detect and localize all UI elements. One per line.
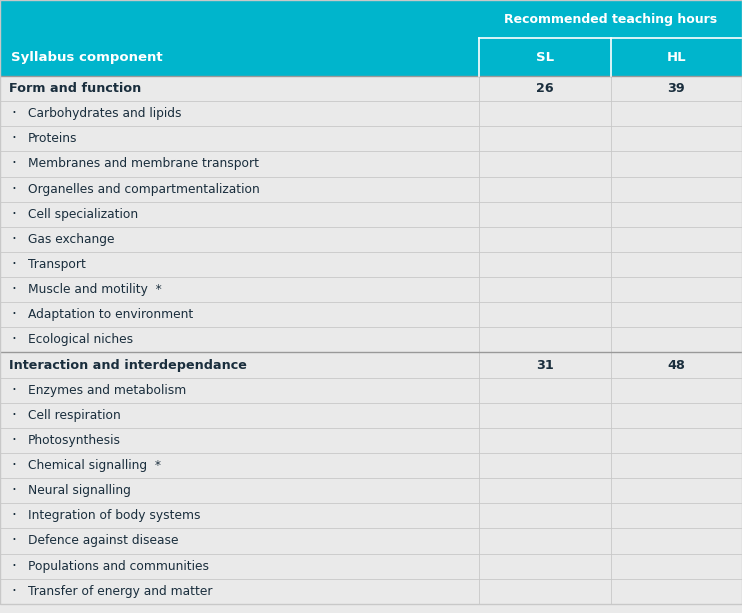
Text: Defence against disease: Defence against disease	[28, 535, 179, 547]
Bar	[0, 503, 742, 528]
Text: Membranes and membrane transport: Membranes and membrane transport	[28, 158, 259, 170]
Text: ·: ·	[12, 106, 17, 121]
Text: Recommended teaching hours: Recommended teaching hours	[504, 12, 717, 26]
Bar	[0, 0, 742, 38]
Bar	[0, 101, 742, 126]
Bar	[0, 378, 742, 403]
Text: Enzymes and metabolism: Enzymes and metabolism	[28, 384, 186, 397]
Text: Photosynthesis: Photosynthesis	[28, 434, 121, 447]
Bar	[0, 227, 742, 252]
Bar	[0, 38, 742, 76]
Text: Organelles and compartmentalization: Organelles and compartmentalization	[28, 183, 260, 196]
Text: Form and function: Form and function	[9, 82, 141, 95]
Bar	[0, 428, 742, 453]
Text: ·: ·	[12, 533, 17, 549]
Bar	[0, 403, 742, 428]
Text: ·: ·	[12, 181, 17, 197]
Text: ·: ·	[12, 232, 17, 247]
Text: Chemical signalling  *: Chemical signalling *	[28, 459, 161, 472]
Bar	[0, 177, 742, 202]
Text: SL: SL	[536, 50, 554, 64]
Text: ·: ·	[12, 408, 17, 423]
Text: 39: 39	[668, 82, 685, 95]
Text: 48: 48	[667, 359, 686, 371]
Text: HL: HL	[666, 50, 686, 64]
Text: Cell specialization: Cell specialization	[28, 208, 138, 221]
Text: ·: ·	[12, 483, 17, 498]
Text: ·: ·	[12, 282, 17, 297]
Text: ·: ·	[12, 257, 17, 272]
Bar	[0, 202, 742, 227]
Text: Ecological niches: Ecological niches	[28, 333, 134, 346]
Text: ·: ·	[12, 558, 17, 574]
Bar	[0, 579, 742, 604]
Bar	[0, 478, 742, 503]
Bar	[0, 277, 742, 302]
Text: Transport: Transport	[28, 258, 86, 271]
Text: Interaction and interdependance: Interaction and interdependance	[9, 359, 247, 371]
Bar	[0, 453, 742, 478]
Text: ·: ·	[12, 584, 17, 599]
Text: ·: ·	[12, 508, 17, 524]
Text: 31: 31	[536, 359, 554, 371]
Bar	[0, 554, 742, 579]
Text: Adaptation to environment: Adaptation to environment	[28, 308, 194, 321]
Text: Proteins: Proteins	[28, 132, 78, 145]
Bar	[0, 528, 742, 554]
Bar	[0, 327, 742, 352]
Text: 26: 26	[536, 82, 554, 95]
Text: Populations and communities: Populations and communities	[28, 560, 209, 573]
Text: Muscle and motility  *: Muscle and motility *	[28, 283, 162, 296]
Text: ·: ·	[12, 207, 17, 222]
Text: Gas exchange: Gas exchange	[28, 233, 115, 246]
Text: Carbohydrates and lipids: Carbohydrates and lipids	[28, 107, 182, 120]
Text: ·: ·	[12, 433, 17, 448]
Bar	[0, 126, 742, 151]
Text: Neural signalling: Neural signalling	[28, 484, 131, 497]
Text: ·: ·	[12, 131, 17, 147]
Text: ·: ·	[12, 307, 17, 322]
Bar	[0, 302, 742, 327]
Text: Cell respiration: Cell respiration	[28, 409, 121, 422]
Bar	[0, 151, 742, 177]
Text: ·: ·	[12, 332, 17, 348]
Text: Syllabus component: Syllabus component	[11, 50, 162, 64]
Text: Transfer of energy and matter: Transfer of energy and matter	[28, 585, 213, 598]
Text: ·: ·	[12, 458, 17, 473]
Text: ·: ·	[12, 383, 17, 398]
Bar	[0, 76, 742, 101]
Text: Integration of body systems: Integration of body systems	[28, 509, 200, 522]
Bar	[0, 252, 742, 277]
Text: ·: ·	[12, 156, 17, 172]
Bar	[0, 352, 742, 378]
